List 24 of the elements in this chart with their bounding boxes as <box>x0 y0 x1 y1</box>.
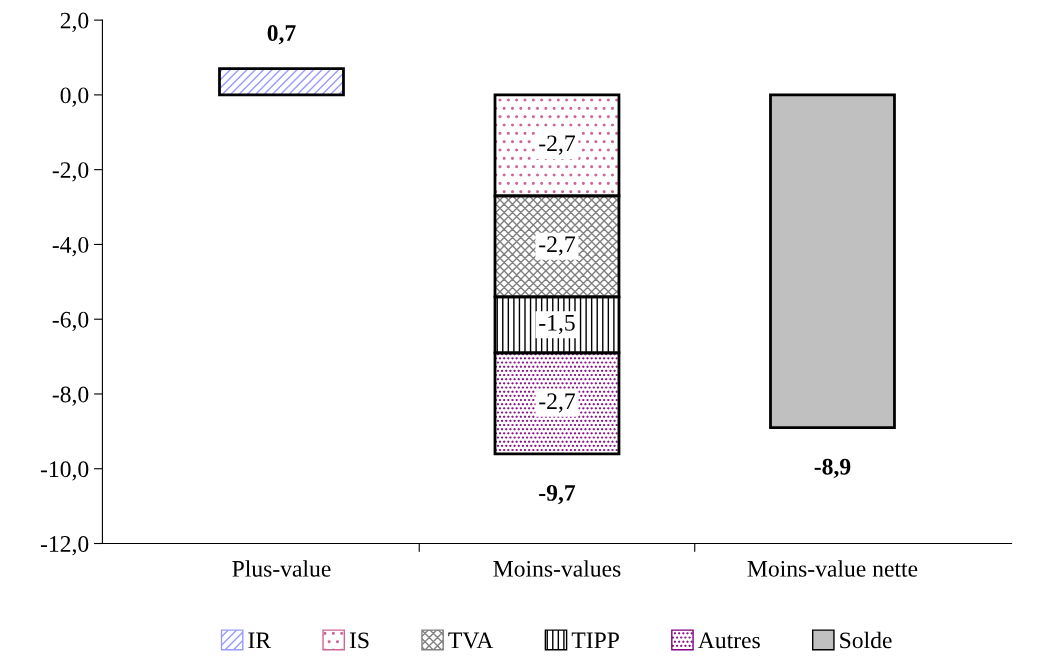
y-tick-label: 2,0 <box>60 12 89 32</box>
legend-label: TIPP <box>571 632 619 649</box>
data-label: -2,7 <box>539 393 575 413</box>
legend-label: IS <box>349 632 369 649</box>
x-tick-label: Plus-value <box>232 560 331 577</box>
data-label: -1,5 <box>539 314 575 335</box>
y-tick-label: 0,0 <box>60 87 89 107</box>
y-tick-label: -4,0 <box>52 236 89 257</box>
y-tick-label: -10,0 <box>40 461 89 481</box>
y-tick-label: -6,0 <box>52 311 89 332</box>
total-label: -9,7 <box>539 484 576 505</box>
total-label: -8,9 <box>814 458 851 479</box>
x-tick-label: Moins-value nette <box>747 560 918 577</box>
data-label: -2,7 <box>539 135 575 155</box>
y-tick-label: -8,0 <box>52 386 89 406</box>
total-label: 0,7 <box>267 25 296 45</box>
data-label: -2,7 <box>539 236 575 256</box>
legend-label: Autres <box>698 632 760 649</box>
legend-label: Solde <box>840 631 892 649</box>
legend-label: IR <box>248 632 272 649</box>
x-tick-label: Moins-values <box>493 560 621 577</box>
legend-label: TVA <box>448 632 494 649</box>
y-tick-label: -12,0 <box>40 536 89 556</box>
y-tick-label: -2,0 <box>52 162 89 182</box>
